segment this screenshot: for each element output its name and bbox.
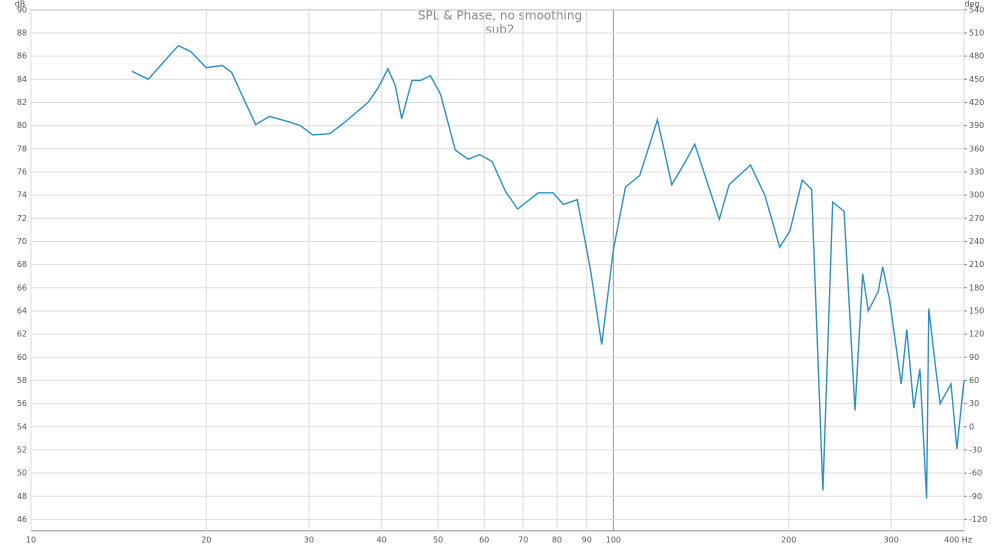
chart-title: SPL & Phase, no smoothing	[418, 9, 582, 23]
y-tick-label: 54	[17, 422, 27, 431]
y2-tick-label: 240	[969, 237, 984, 246]
y2-tick-label: 390	[969, 121, 984, 130]
y-tick-label: 56	[17, 399, 27, 408]
y2-tick-label: 60	[969, 376, 979, 385]
x-tick-label: 40	[377, 536, 387, 545]
y-tick-label: 74	[17, 191, 27, 200]
x-tick-label: 10	[26, 536, 36, 545]
y-tick-label: 78	[17, 144, 27, 153]
y2-axis-label: deg	[964, 0, 979, 9]
y2-tick-label: 420	[969, 98, 984, 107]
y2-tick-label: 150	[969, 306, 984, 315]
y2-tick-label: 450	[969, 75, 984, 84]
y-tick-label: 84	[17, 75, 27, 84]
y-tick-label: 64	[17, 306, 27, 315]
y-tick-label: 72	[17, 214, 27, 223]
y-tick-label: 88	[17, 28, 27, 37]
x-tick-label: 50	[433, 536, 443, 545]
y-tick-label: 90	[17, 5, 27, 14]
x-tick-label: 70	[518, 536, 528, 545]
x-tick-label: 30	[304, 536, 314, 545]
x-tick-label: 300	[884, 536, 899, 545]
y-tick-label: 80	[17, 121, 27, 130]
y2-tick-label: 90	[969, 353, 979, 362]
x-tick-label: 400 Hz	[944, 536, 972, 545]
y-tick-label: 60	[17, 353, 27, 362]
y-tick-label: 62	[17, 330, 27, 339]
y2-tick-label: -90	[969, 492, 982, 501]
y-tick-label: 48	[17, 492, 27, 501]
y2-tick-label: 480	[969, 52, 984, 61]
y2-tick-label: 30	[969, 399, 979, 408]
y-tick-label: 58	[17, 376, 27, 385]
chart-subtitle: sub2	[485, 23, 514, 37]
y2-tick-label: 510	[969, 28, 984, 37]
y-tick-label: 50	[17, 469, 27, 478]
y-tick-label: 52	[17, 445, 27, 454]
y-tick-label: 76	[17, 167, 27, 176]
x-tick-label: 90	[582, 536, 592, 545]
x-tick-label: 20	[201, 536, 211, 545]
y-axis-label: dB	[15, 0, 26, 9]
y2-tick-label: 0	[969, 422, 974, 431]
y2-tick-label: 300	[969, 191, 984, 200]
x-tick-label: 200	[781, 536, 796, 545]
y2-tick-label: 360	[969, 144, 984, 153]
y2-tick-label: 210	[969, 260, 984, 269]
y-tick-label: 86	[17, 52, 27, 61]
y-tick-label: 66	[17, 283, 27, 292]
plot-frame	[30, 9, 965, 532]
y2-tick-label: 330	[969, 167, 984, 176]
y2-tick-label: 270	[969, 214, 984, 223]
y-tick-label: 68	[17, 260, 27, 269]
y2-tick-label: -120	[969, 515, 987, 524]
x-tick-label: 60	[479, 536, 489, 545]
y2-tick-label: -60	[969, 469, 982, 478]
y2-tick-label: 120	[969, 330, 984, 339]
y2-tick-label: 180	[969, 283, 984, 292]
y-tick-label: 46	[17, 515, 27, 524]
y-tick-label: 70	[17, 237, 27, 246]
y-tick-label: 82	[17, 98, 27, 107]
spl-line	[131, 44, 965, 499]
y2-tick-label: 540	[969, 5, 984, 14]
x-tick-label: 100	[606, 536, 621, 545]
x-tick-label: 80	[552, 536, 562, 545]
y2-tick-label: -30	[969, 445, 982, 454]
